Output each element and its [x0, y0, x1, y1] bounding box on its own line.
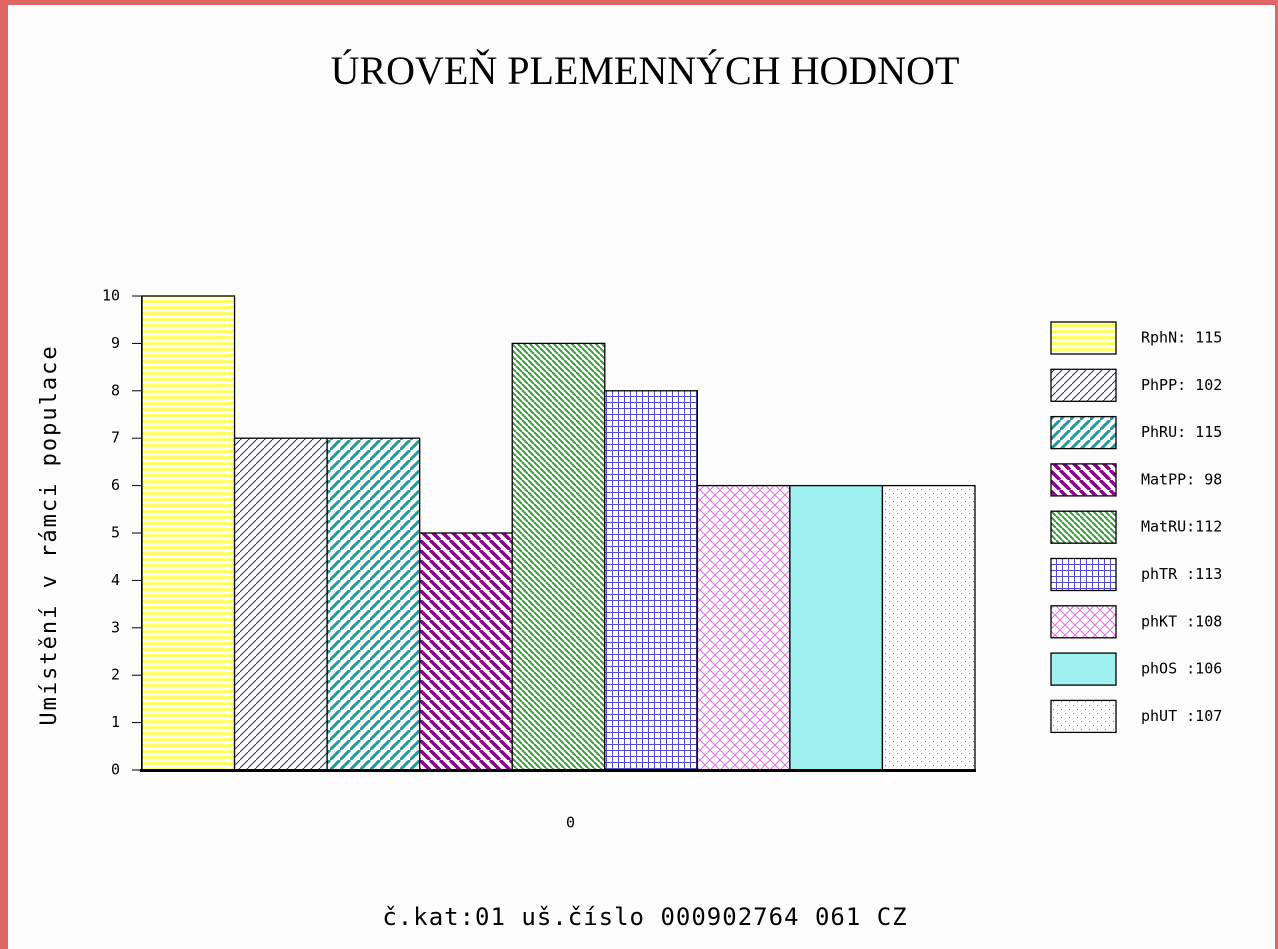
- legend-label: PhRU: 115: [1141, 423, 1222, 441]
- y-tick-label: 3: [111, 618, 120, 636]
- y-tick-label: 0: [111, 761, 120, 779]
- bar: [604, 390, 698, 771]
- legend-label: RphN: 115: [1141, 329, 1222, 347]
- y-tick-label: 2: [111, 666, 120, 684]
- legend-label: phKT :108: [1141, 612, 1222, 630]
- legend-label: phUT :107: [1141, 707, 1222, 725]
- bar: [511, 342, 606, 771]
- y-tick-label: 5: [111, 524, 120, 542]
- legend-label: PhPP: 102: [1141, 376, 1222, 394]
- y-tick-label: 9: [111, 334, 120, 352]
- bar: [696, 484, 791, 771]
- bar: [326, 437, 421, 771]
- x-tick-label: 0: [566, 814, 575, 832]
- footer: č.kat:01 uš.číslo 000902764 061 CZ: [382, 903, 907, 931]
- legend-swatch: [1050, 652, 1117, 686]
- legend-swatch: [1050, 463, 1117, 497]
- bar: [419, 532, 513, 771]
- y-tick-label: 10: [102, 287, 120, 305]
- bar: [881, 484, 976, 771]
- legend-label: MatRU:112: [1141, 518, 1222, 536]
- legend-swatch: [1050, 368, 1117, 402]
- legend-label: phOS :106: [1141, 660, 1222, 678]
- chart-title: ÚROVEŇ PLEMENNÝCH HODNOT: [331, 48, 960, 93]
- legend-swatch: [1050, 415, 1117, 450]
- y-tick-label: 1: [111, 713, 120, 731]
- y-axis-label: Umístění v rámci populace: [37, 344, 62, 725]
- legend-swatch: [1050, 321, 1117, 355]
- legend-swatch: [1050, 510, 1117, 544]
- bar: [141, 295, 236, 771]
- y-tick-label: 4: [111, 571, 120, 589]
- y-tick-label: 6: [111, 476, 120, 494]
- legend-label: phTR :113: [1141, 565, 1222, 583]
- legend-swatch: [1050, 699, 1117, 734]
- legend-label: MatPP: 98: [1141, 470, 1222, 488]
- legend-swatch: [1050, 557, 1117, 592]
- y-tick-label: 8: [111, 381, 120, 399]
- legend-swatch: [1050, 605, 1117, 639]
- bar: [233, 437, 328, 771]
- bar: [789, 484, 884, 771]
- y-tick-label: 7: [111, 429, 120, 447]
